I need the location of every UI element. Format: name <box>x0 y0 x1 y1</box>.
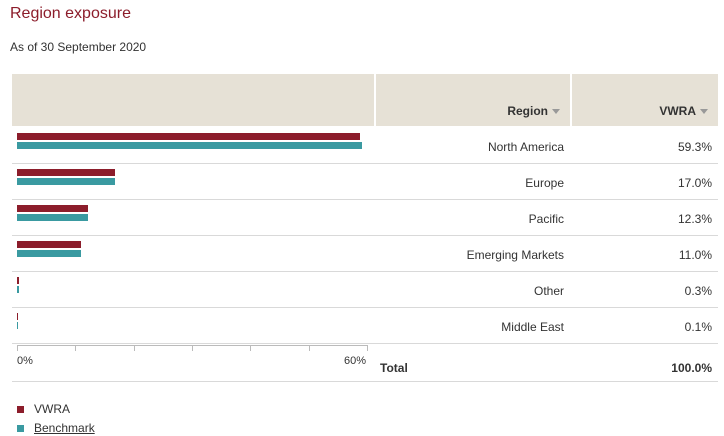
page-title: Region exposure <box>10 5 131 22</box>
divider <box>12 381 718 382</box>
region-label: Pacific <box>528 212 564 226</box>
bar-benchmark <box>17 286 19 293</box>
region-label: Middle East <box>501 320 564 334</box>
sort-caret-icon[interactable] <box>552 109 560 115</box>
region-label: Emerging Markets <box>466 248 564 262</box>
region-label: Europe <box>525 176 564 190</box>
bar-benchmark <box>17 142 362 149</box>
legend-item-benchmark[interactable]: Benchmark <box>17 421 95 435</box>
axis-min-label: 0% <box>17 355 33 367</box>
axis-tick <box>133 345 135 351</box>
bar-vwra <box>17 313 18 320</box>
legend-item-vwra: VWRA <box>17 402 70 416</box>
table-row: Middle East 0.1% <box>12 307 718 344</box>
chart-header-cell <box>12 74 374 126</box>
table-row: Other 0.3% <box>12 271 718 308</box>
legend-label-benchmark[interactable]: Benchmark <box>34 421 95 435</box>
table-row: Pacific 12.3% <box>12 199 718 236</box>
bar-vwra <box>17 133 360 140</box>
region-value: 0.1% <box>684 320 712 334</box>
table-row: Emerging Markets 11.0% <box>12 235 718 272</box>
axis-max-label: 60% <box>344 355 367 367</box>
axis-tick <box>308 345 310 351</box>
legend-swatch-benchmark <box>17 425 24 433</box>
value-header-label: VWRA <box>659 104 696 118</box>
bar-benchmark <box>17 250 81 257</box>
bar-benchmark <box>17 178 116 185</box>
legend-label-vwra: VWRA <box>34 402 70 416</box>
axis-tick <box>250 345 252 351</box>
axis-tick <box>192 345 193 351</box>
table-row: Europe 17.0% <box>12 163 718 200</box>
region-value: 0.3% <box>684 284 712 298</box>
sort-caret-icon[interactable] <box>700 109 708 115</box>
as-of-date: As of 30 September 2020 <box>10 40 147 54</box>
region-value: 11.0% <box>678 248 712 262</box>
region-label: North America <box>487 140 564 154</box>
bar-vwra <box>17 169 116 176</box>
region-value: 59.3% <box>677 140 712 154</box>
axis-tick <box>367 345 368 351</box>
region-header-label: Region <box>507 104 548 118</box>
bar-vwra <box>17 241 81 248</box>
bar-vwra <box>17 277 19 284</box>
bar-benchmark <box>17 322 18 329</box>
axis-tick <box>75 345 77 351</box>
total-label: Total <box>380 361 408 375</box>
region-label: Other <box>533 284 564 298</box>
legend-swatch-vwra <box>17 406 24 414</box>
region-value: 12.3% <box>677 212 712 226</box>
region-value: 17.0% <box>677 176 712 190</box>
value-column-header[interactable]: VWRA <box>572 74 718 126</box>
table-row: North America 59.3% <box>12 127 718 164</box>
total-value: 100.0% <box>671 361 712 375</box>
region-column-header[interactable]: Region <box>376 74 570 126</box>
axis-tick <box>17 345 18 351</box>
bar-benchmark <box>17 214 89 221</box>
bar-vwra <box>17 205 89 212</box>
